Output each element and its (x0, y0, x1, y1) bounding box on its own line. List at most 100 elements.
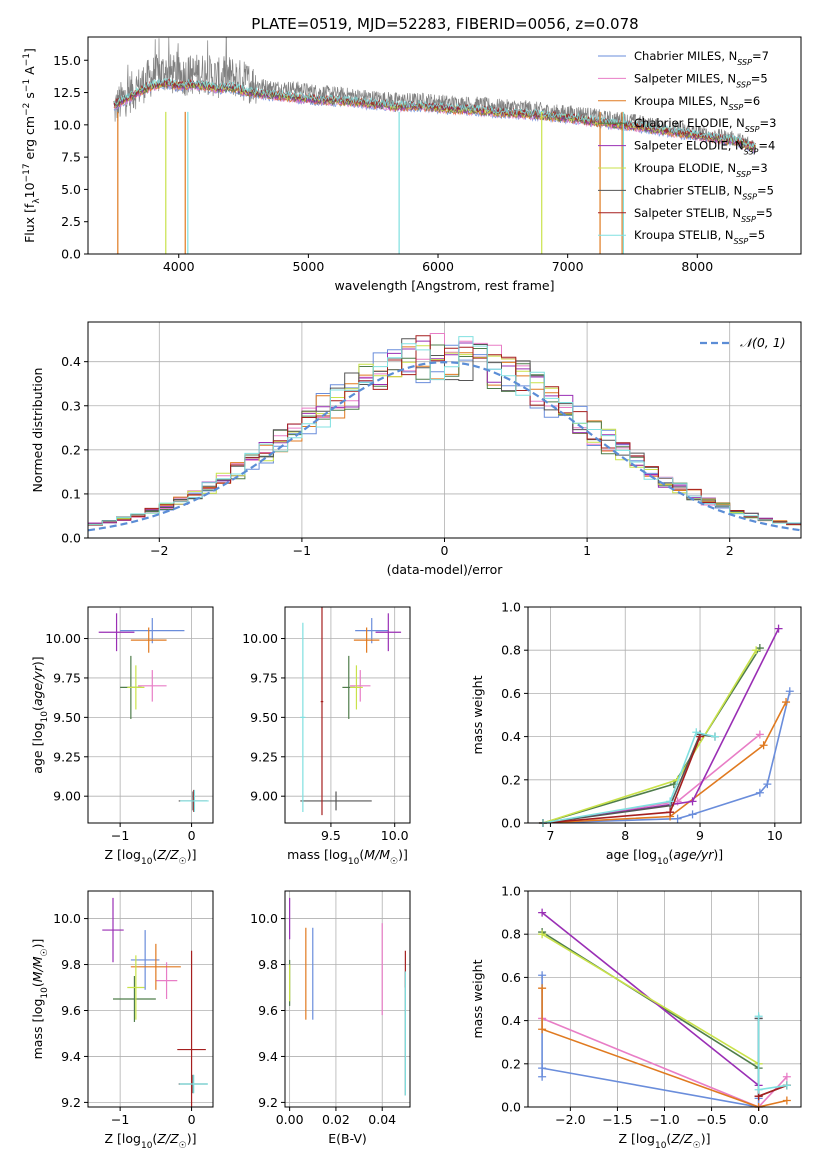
x-tick-label: 2 (726, 543, 734, 558)
axes-frame (284, 606, 411, 824)
legend-label: 𝒩(0, 1) (740, 335, 786, 350)
residuals-legend: 𝒩(0, 1) (700, 335, 786, 350)
y-tick-label: 1.0 (501, 600, 521, 615)
massweight_vs_age-plot (538, 624, 794, 827)
y-axis-label: age [log10(age/yr)] (30, 656, 50, 773)
y-tick-label: 0.2 (501, 1056, 521, 1071)
axes-frame (284, 890, 411, 1108)
x-tick-label: 5000 (292, 259, 324, 274)
mass-weight-marker (752, 646, 761, 655)
massweight_vs_Z-labels: Z [log10(Z/Z☉)] mass weight (470, 959, 711, 1151)
mass-weight-marker (538, 908, 547, 917)
mass-weight-marker (785, 687, 794, 696)
x-tick-label: −2.0 (555, 1112, 585, 1127)
mass_vs_ebv-axes (285, 891, 410, 1107)
massweight_vs_Z-plot (538, 908, 791, 1111)
mass-weight-marker (538, 984, 547, 993)
legend-label: Salpeter MILES, NSSP=5 (634, 71, 768, 89)
y-tick-label: 0.0 (61, 247, 81, 262)
y-tick-label: 0.4 (501, 1013, 521, 1028)
y-tick-label: 1.0 (501, 884, 521, 899)
y-tick-label: 0.4 (61, 354, 81, 369)
y-tick-label: 10.00 (242, 631, 278, 646)
age_vs_Z-labels: Z [log10(Z/Z☉)] age [log10(age/yr)] (30, 656, 197, 867)
mass-weight-marker (538, 1064, 547, 1073)
y-tick-label: 9.50 (53, 710, 81, 725)
y-tick-label: 9.2 (61, 1095, 81, 1110)
mass-weight-marker (688, 810, 697, 819)
y-axis-label: Normed distribution (30, 368, 45, 493)
histogram-series (88, 335, 801, 526)
x-tick-label: 8 (621, 828, 629, 843)
mass-weight-line (541, 933, 760, 1065)
axes-frame (87, 606, 214, 824)
mass_vs_ebv-labels: E(B-V) (328, 1131, 367, 1146)
y-tick-label: 0.0 (61, 531, 81, 546)
age_vs_mass-frame: 9.5 10.0 9.00 9.25 9.50 9.75 10.00 (242, 606, 411, 843)
y-tick-label: 2.5 (61, 214, 81, 229)
mass-weight-line (542, 701, 787, 824)
x-axis-label: E(B-V) (328, 1131, 367, 1146)
massweight_vs_Z-frame: −2.0 −1.5 −1.0 −0.5 0.0 0.0 0.2 0.4 0.6 0.8 1.0 (501, 884, 802, 1127)
mass-weight-marker (782, 1072, 791, 1081)
age_vs_Z-axes (88, 607, 213, 823)
massweight_vs_age-frame: 7 8 9 10 0.0 0.2 0.4 0.6 0.8 1.0 (501, 600, 802, 843)
mass-weight-marker (688, 797, 697, 806)
y-tick-label: 0.6 (501, 970, 521, 985)
y-tick-label: 9.4 (258, 1049, 278, 1064)
x-tick-label: −1 (111, 828, 129, 843)
x-tick-label: 4000 (163, 259, 195, 274)
y-tick-label: 9.50 (250, 710, 278, 725)
y-tick-label: 9.25 (250, 749, 278, 764)
x-tick-label: 9.5 (321, 828, 341, 843)
x-axis-label: (data-model)/error (387, 562, 504, 577)
y-tick-label: 15.0 (53, 53, 81, 68)
x-tick-label: 1 (583, 543, 591, 558)
x-tick-label: 0 (188, 1112, 196, 1127)
residuals-labels: (data-model)/error Normed distribution (30, 368, 503, 577)
x-tick-label: −1 (111, 1112, 129, 1127)
mass-weight-line (542, 691, 791, 824)
legend-label: Salpeter ELODIE, NSSP=4 (634, 139, 775, 157)
y-tick-label: 10.0 (53, 117, 81, 132)
y-axis-label: mass weight (470, 959, 485, 1038)
x-axis-label: wavelength [Angstrom, rest frame] (334, 278, 554, 293)
mass-weight-marker (538, 971, 547, 980)
mass-weight-marker (673, 814, 682, 823)
mass-weight-line (542, 647, 761, 824)
mass-weight-marker (759, 741, 768, 750)
y-tick-label: 9.4 (61, 1049, 81, 1064)
x-tick-label: −1 (293, 543, 311, 558)
mass-weight-marker (754, 1085, 763, 1094)
legend-label: Kroupa STELIB, NSSP=5 (634, 228, 765, 246)
x-tick-label: 0 (441, 543, 449, 558)
y-tick-label: 9.6 (61, 1003, 81, 1018)
y-tick-label: 0.8 (501, 927, 521, 942)
mass_vs_ebv-frame: 0.00 0.02 0.04 9.2 9.4 9.6 9.8 10.0 (250, 890, 411, 1127)
x-tick-label: −0.5 (696, 1112, 726, 1127)
y-tick-label: 9.2 (258, 1095, 278, 1110)
mass-weight-line (542, 731, 716, 824)
x-axis-label: Z [log10(Z/Z☉)] (104, 847, 196, 867)
x-tick-label: 10 (767, 828, 783, 843)
y-axis-label: mass weight (470, 675, 485, 754)
x-axis-label: Z [log10(Z/Z☉)] (104, 1131, 196, 1151)
mass-weight-marker (692, 728, 701, 737)
normal-reference-curve (88, 360, 801, 532)
mass-weight-marker (774, 624, 783, 633)
legend-label: Kroupa ELODIE, NSSP=3 (634, 161, 768, 179)
x-tick-label: 9 (696, 828, 704, 843)
y-tick-label: 0.2 (61, 442, 81, 457)
y-axis-label: mass [log10(M/M☉)] (30, 939, 50, 1060)
x-tick-label: 0.04 (368, 1112, 396, 1127)
y-tick-label: 0.0 (501, 816, 521, 831)
age_vs_mass-axes (285, 607, 410, 823)
mass-weight-line (542, 733, 761, 824)
spectrum-plot (113, 37, 756, 254)
age_vs_mass-plot (300, 607, 402, 816)
x-tick-label: 10.0 (381, 828, 409, 843)
y-tick-label: 0.8 (501, 643, 521, 658)
axes-frame (87, 36, 802, 255)
x-axis-label: Z [log10(Z/Z☉)] (618, 1131, 710, 1151)
x-tick-label: −1.0 (649, 1112, 679, 1127)
